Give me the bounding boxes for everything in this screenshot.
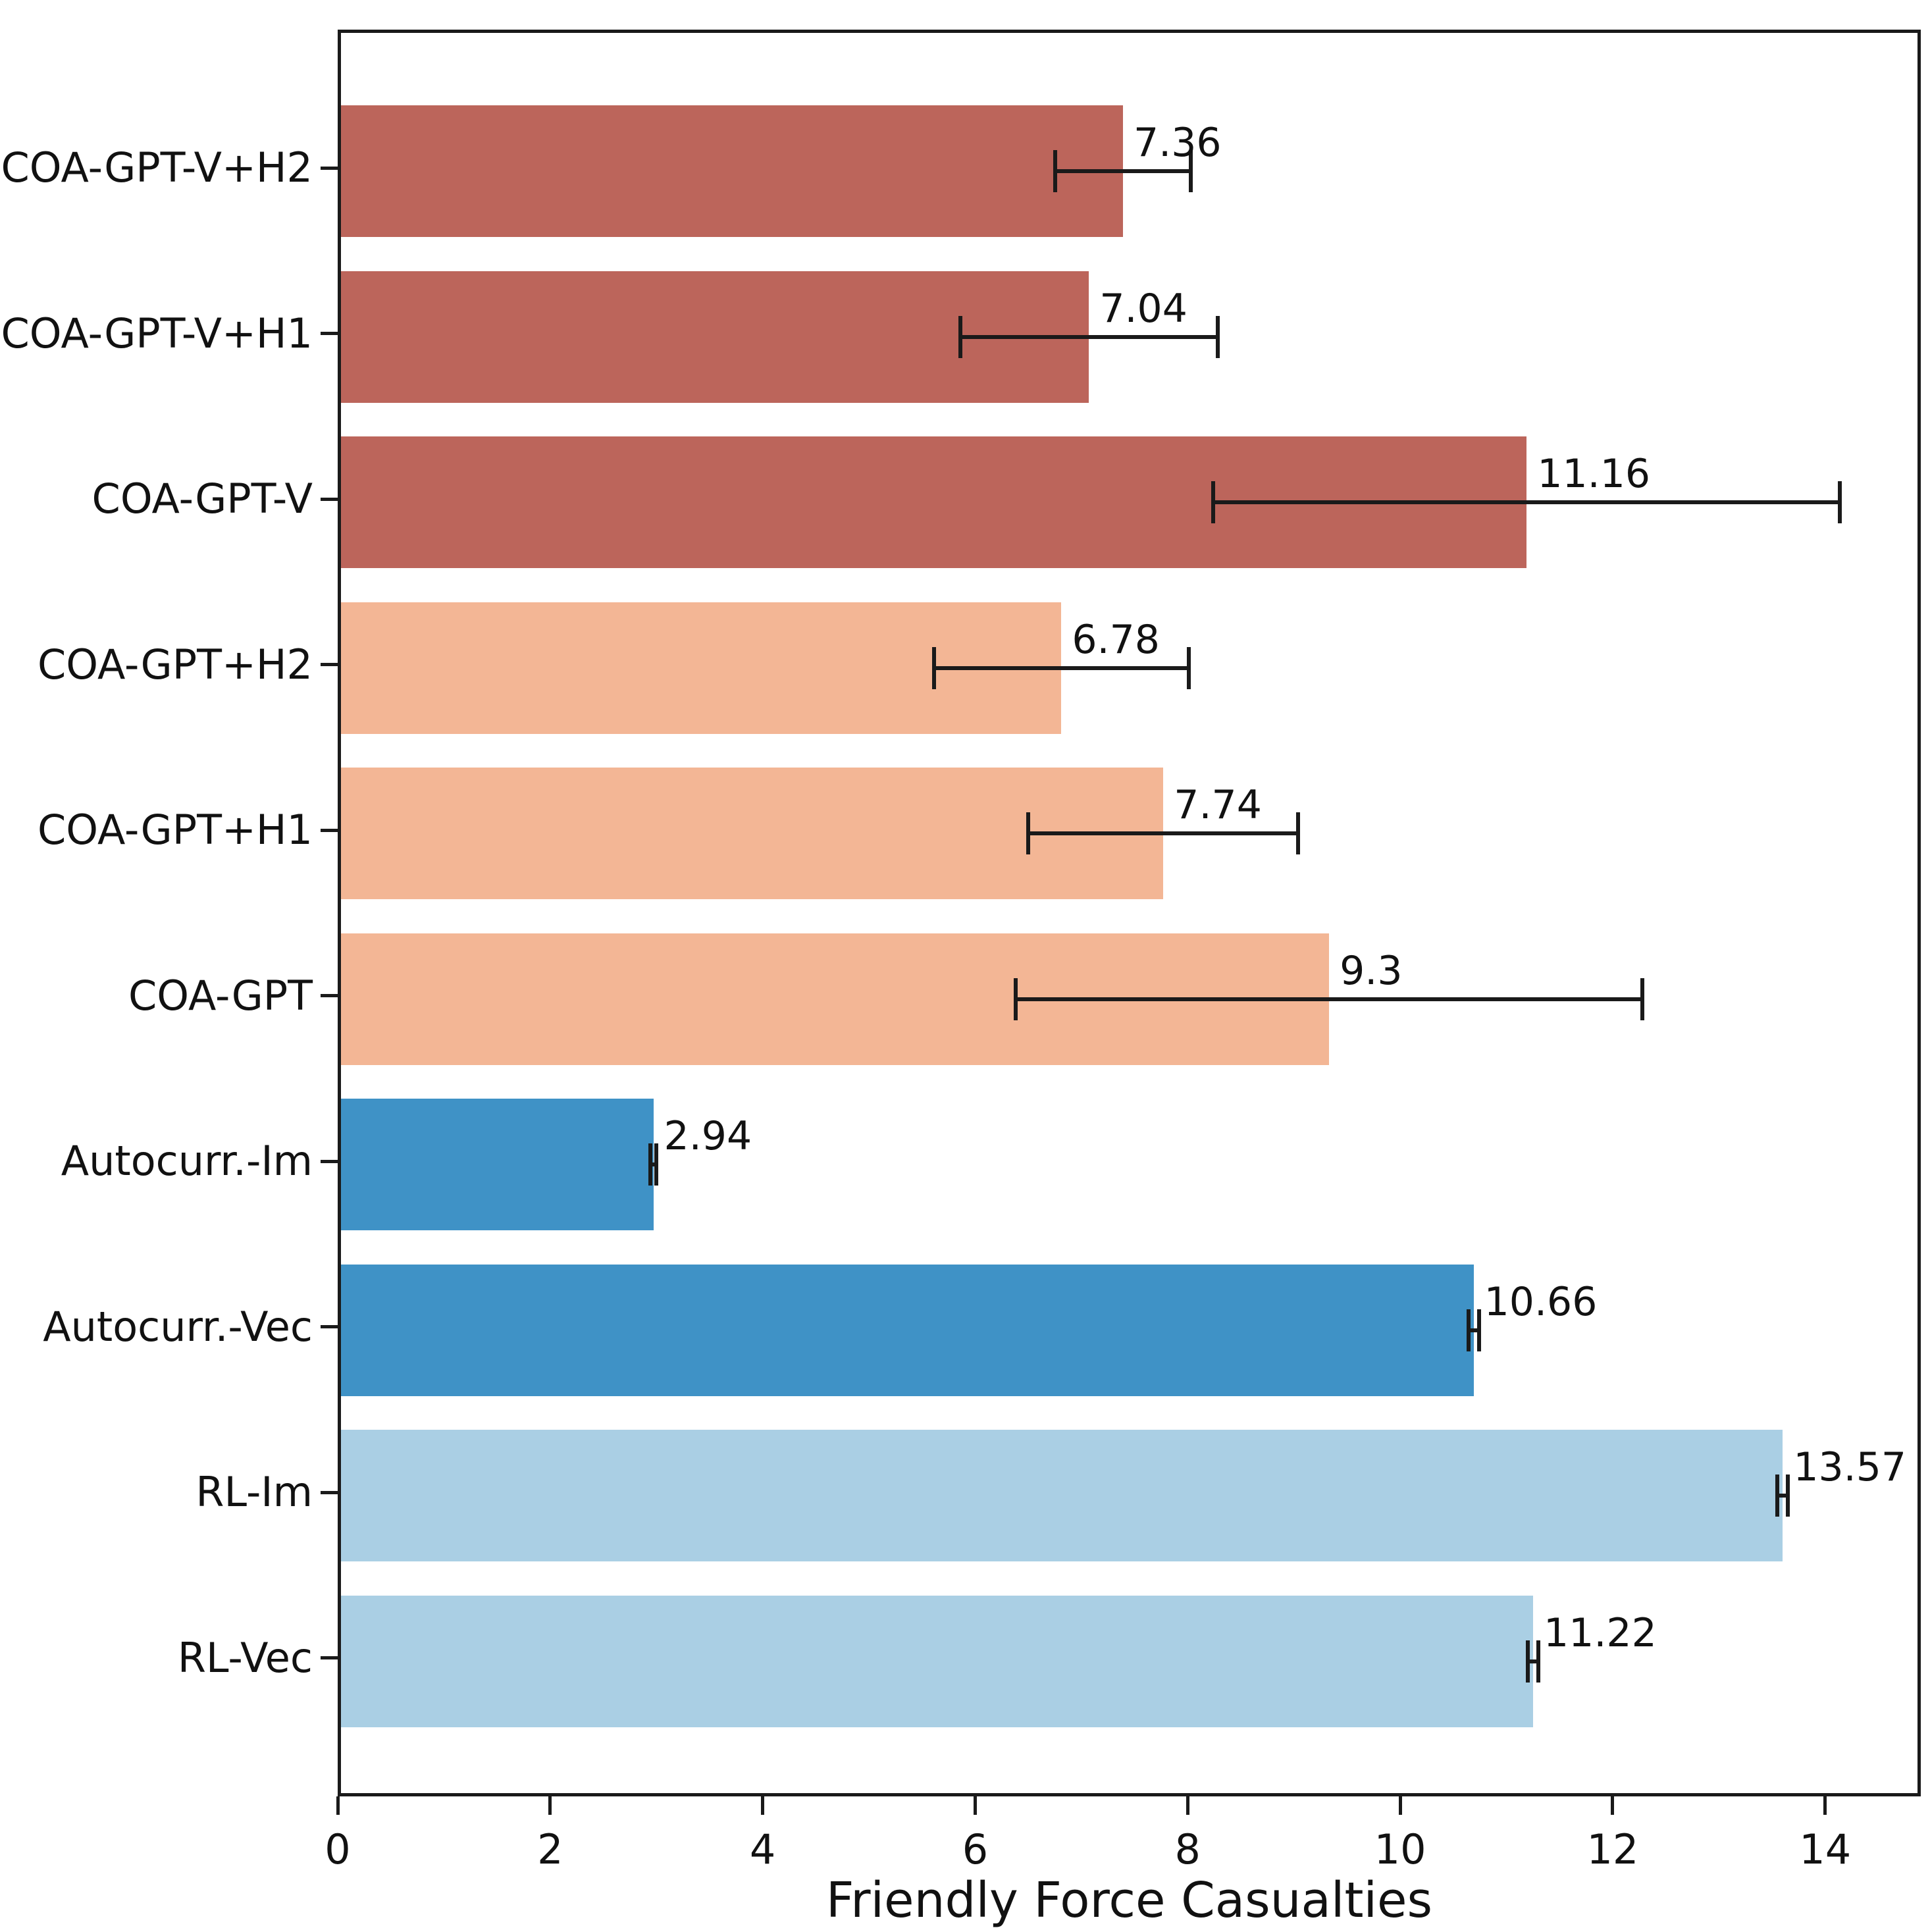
error-bar — [1213, 500, 1840, 504]
y-tick-label: COA-GPT-V+H1 — [1, 309, 313, 357]
y-tick-mark — [321, 497, 338, 501]
error-bar — [1055, 169, 1191, 173]
x-tick-label: 14 — [1799, 1825, 1852, 1873]
y-tick-mark — [321, 1656, 338, 1659]
y-tick-label: Autocurr.-Vec — [43, 1302, 313, 1351]
error-bar — [960, 334, 1218, 339]
bar-value-label: 6.78 — [1072, 616, 1160, 663]
y-tick-label: RL-Im — [196, 1468, 313, 1516]
x-tick-mark — [1823, 1796, 1827, 1815]
error-bar-cap — [1775, 1475, 1780, 1517]
bar — [341, 1264, 1474, 1396]
bar-value-label: 2.94 — [664, 1113, 752, 1159]
y-tick-label: COA-GPT+H1 — [37, 806, 313, 854]
error-bar-cap — [1215, 315, 1220, 358]
plot-area: 7.36 7.04 11.16 6.78 7.74 9.3 2.94 10.66 13.57 11… — [338, 30, 1921, 1796]
error-bar-cap — [1838, 481, 1842, 523]
bar-value-label: 9.3 — [1340, 947, 1403, 994]
y-tick-mark — [321, 663, 338, 666]
x-tick-mark — [1398, 1796, 1402, 1815]
y-tick-mark — [321, 166, 338, 170]
x-tick-mark — [761, 1796, 765, 1815]
y-tick-mark — [321, 1159, 338, 1163]
bar-value-label: 11.22 — [1544, 1609, 1657, 1656]
error-bar-cap — [1189, 150, 1193, 192]
bar-value-label: 13.57 — [1793, 1444, 1907, 1490]
x-tick-label: 4 — [749, 1825, 776, 1873]
error-bar-cap — [1211, 481, 1216, 523]
y-tick-label: COA-GPT+H2 — [37, 640, 313, 689]
error-bar-cap — [1013, 978, 1018, 1020]
bar — [341, 1430, 1783, 1561]
error-bar — [1468, 1328, 1479, 1332]
bar-value-label: 7.36 — [1133, 120, 1222, 166]
error-bar — [650, 1162, 657, 1166]
error-bar-cap — [1476, 1309, 1481, 1351]
x-axis-title: Friendly Force Casualties — [825, 1872, 1433, 1929]
bar — [341, 1099, 654, 1230]
x-tick-label: 12 — [1586, 1825, 1639, 1873]
x-tick-label: 2 — [537, 1825, 563, 1873]
x-tick-mark — [548, 1796, 552, 1815]
x-tick-mark — [1186, 1796, 1189, 1815]
x-tick-label: 6 — [962, 1825, 989, 1873]
x-tick-mark — [336, 1796, 340, 1815]
error-bar-cap — [1525, 1640, 1530, 1683]
error-bar-cap — [1053, 150, 1057, 192]
error-bar — [1527, 1659, 1539, 1663]
error-bar-cap — [648, 1143, 652, 1186]
y-tick-mark — [321, 828, 338, 832]
x-tick-mark — [973, 1796, 977, 1815]
error-bar — [933, 666, 1189, 670]
x-tick-label: 0 — [325, 1825, 351, 1873]
y-tick-label: COA-GPT-V — [91, 475, 313, 523]
bar-value-label: 7.74 — [1174, 782, 1262, 828]
bar-value-label: 7.04 — [1099, 285, 1187, 332]
error-bar-cap — [1187, 646, 1191, 689]
bar-value-label: 10.66 — [1484, 1278, 1598, 1325]
y-tick-label: RL-Vec — [177, 1633, 313, 1682]
y-tick-label: Autocurr.-Im — [61, 1137, 313, 1185]
y-tick-mark — [321, 1490, 338, 1494]
error-bar-cap — [958, 315, 963, 358]
y-tick-mark — [321, 994, 338, 997]
y-tick-mark — [321, 1325, 338, 1328]
error-bar — [1015, 997, 1643, 1001]
y-tick-mark — [321, 332, 338, 335]
x-tick-mark — [1611, 1796, 1615, 1815]
error-bar-cap — [1786, 1475, 1790, 1517]
bar — [341, 768, 1164, 899]
error-bar — [1028, 831, 1299, 835]
error-bar-cap — [1466, 1309, 1471, 1351]
x-tick-label: 8 — [1174, 1825, 1201, 1873]
bar — [341, 105, 1123, 237]
error-bar-cap — [931, 646, 936, 689]
error-bar-cap — [1640, 978, 1645, 1020]
error-bar-cap — [1026, 812, 1031, 854]
error-bar-cap — [1296, 812, 1301, 854]
x-tick-label: 10 — [1374, 1825, 1426, 1873]
y-tick-label: COA-GPT-V+H2 — [1, 144, 313, 192]
error-bar-cap — [1536, 1640, 1541, 1683]
error-bar — [1777, 1494, 1788, 1498]
bar — [341, 1595, 1533, 1727]
error-bar-cap — [654, 1143, 659, 1186]
bar-value-label: 11.16 — [1537, 451, 1651, 497]
y-tick-label: COA-GPT — [128, 971, 313, 1020]
